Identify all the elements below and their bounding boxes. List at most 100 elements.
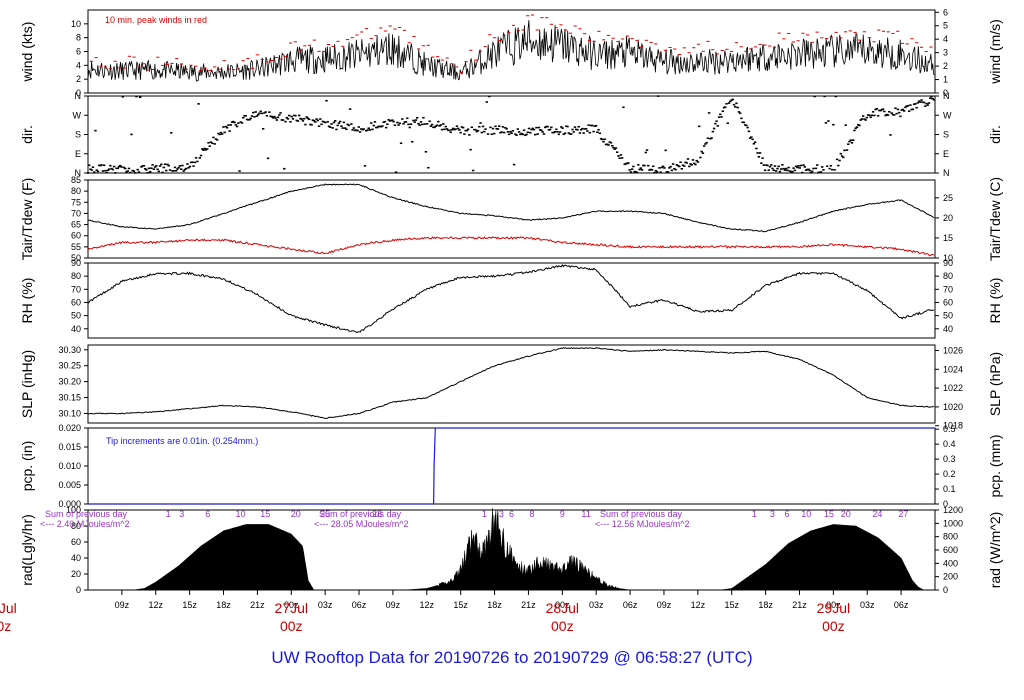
hour-marker: 8	[529, 509, 534, 519]
ytick-label-left: 80	[71, 271, 81, 281]
ylabel-right-dir: dir.	[987, 125, 1003, 144]
ylabel-left-pcp: pcp. (in)	[19, 441, 35, 492]
ytick-label-right: 1026	[943, 345, 963, 355]
panel-frame-wind	[87, 9, 936, 94]
ytick-label-left: 55	[71, 242, 81, 252]
day-sum-label: Sum of previous day	[319, 509, 402, 519]
hour-marker: 3	[770, 509, 775, 519]
hour-marker: 10	[235, 509, 245, 519]
ytick-label-right: N	[943, 168, 950, 178]
xtick-label: 15z	[724, 600, 739, 610]
xtick-label: 12z	[149, 600, 164, 610]
hour-marker: 15	[260, 509, 270, 519]
ytick-label-left: 70	[71, 208, 81, 218]
ytick-label-left: 50	[71, 253, 81, 263]
hour-marker: 6	[785, 509, 790, 519]
hour-marker: 20	[841, 509, 851, 519]
ytick-label-left: 0.015	[58, 442, 81, 452]
ytick-label-left: 0.020	[58, 423, 81, 433]
ytick-label-left: 80	[71, 521, 81, 531]
ytick-label-right: 0.5	[943, 424, 956, 434]
ytick-label-right: 25	[943, 193, 953, 203]
hour-marker: 11	[581, 509, 590, 519]
ytick-label-left: 60	[71, 297, 81, 307]
panel-frame-rh	[87, 262, 936, 339]
ylabel-right-wind: wind (m/s)	[987, 19, 1003, 85]
date-label-day: 28Jul	[546, 600, 579, 616]
ytick-label-right: 80	[943, 271, 953, 281]
xtick-label: 18z	[487, 600, 502, 610]
radiation-area	[88, 508, 935, 591]
panel-frame-slp	[87, 344, 936, 424]
ylabel-left-dir: dir.	[19, 125, 35, 144]
ytick-label-right: 15	[943, 233, 953, 243]
ytick-label-right: 1022	[943, 383, 963, 393]
day-sum-value: <--- 12.56 MJoules/m^2	[595, 519, 690, 529]
xtick-label: 15z	[182, 600, 197, 610]
ytick-label-right: 90	[943, 258, 953, 268]
xtick-label: 09z	[115, 600, 130, 610]
ytick-label-right: 0.1	[943, 484, 956, 494]
ytick-label-left: 4	[76, 60, 81, 70]
ytick-label-left: 80	[71, 186, 81, 196]
ytick-label-right: N	[943, 91, 950, 101]
day-sum-value: <--- 28.05 MJoules/m^2	[314, 519, 409, 529]
ytick-label-left: 65	[71, 220, 81, 230]
ytick-label-left: S	[75, 130, 81, 140]
ytick-label-left: W	[73, 110, 82, 120]
ytick-label-left: 0.000	[58, 499, 81, 509]
ytick-label-left: 50	[71, 311, 81, 321]
hour-marker: 6	[205, 509, 210, 519]
ylabel-left-slp: SLP (inHg)	[19, 350, 35, 418]
hour-marker: 28	[372, 509, 382, 519]
ytick-label-left: 40	[71, 324, 81, 334]
xtick-label: 09z	[386, 600, 401, 610]
ytick-label-right: 5	[943, 21, 948, 31]
ytick-label-right: 2	[943, 61, 948, 71]
panel-frame-dir	[87, 95, 936, 174]
date-label-time: 00z	[280, 618, 303, 634]
ytick-label-left: 30.30	[58, 345, 81, 355]
hour-marker: 24	[872, 509, 882, 519]
ytick-label-right: 0.4	[943, 439, 956, 449]
xtick-label: 12z	[420, 600, 435, 610]
ytick-label-left: 70	[71, 284, 81, 294]
ytick-label-left: 30.15	[58, 393, 81, 403]
ytick-label-left: N	[75, 91, 82, 101]
ytick-label-left: 0.005	[58, 480, 81, 490]
ytick-label-left: 2	[76, 74, 81, 84]
ytick-label-left: E	[75, 149, 81, 159]
xtick-label: 00z	[555, 600, 570, 610]
ytick-label-right: 1200	[943, 505, 963, 515]
ytick-label-right: 800	[943, 532, 958, 542]
ylabel-left-rad: rad(Lgly/hr)	[19, 514, 35, 586]
ylabel-left-temp: Tair/Tdew (F)	[19, 178, 35, 260]
xtick-label: 03z	[589, 600, 604, 610]
ytick-label-right: 1000	[943, 518, 963, 528]
page-title: UW Rooftop Data for 20190726 to 20190729…	[271, 648, 753, 667]
xtick-label: 09z	[657, 600, 672, 610]
ytick-label-right: 6	[943, 7, 948, 17]
ytick-label-left: 0.010	[58, 461, 81, 471]
ytick-label-right: 1020	[943, 402, 963, 412]
ytick-label-left: 6	[76, 47, 81, 57]
xtick-label: 21z	[521, 600, 536, 610]
ytick-label-left: 0	[76, 88, 81, 98]
ytick-label-left: 10	[71, 19, 81, 29]
ytick-label-right: 0	[943, 585, 948, 595]
ytick-label-right: 0	[943, 499, 948, 509]
hour-marker: 20	[291, 509, 301, 519]
ylabel-right-rh: RH (%)	[987, 278, 1003, 324]
hour-marker: 6	[509, 509, 514, 519]
date-label-day: 27Jul	[275, 600, 308, 616]
ytick-label-right: 10	[943, 253, 953, 263]
hour-marker: 1	[482, 509, 487, 519]
ytick-label-right: 200	[943, 572, 958, 582]
hour-marker: 1	[166, 509, 171, 519]
date-label-day: 29Jul	[817, 600, 850, 616]
xtick-label: 21z	[250, 600, 265, 610]
air-temperature-line	[87, 183, 935, 233]
xtick-label: 15z	[453, 600, 468, 610]
ytick-label-right: 0	[943, 88, 948, 98]
ytick-label-right: 0.3	[943, 454, 956, 464]
